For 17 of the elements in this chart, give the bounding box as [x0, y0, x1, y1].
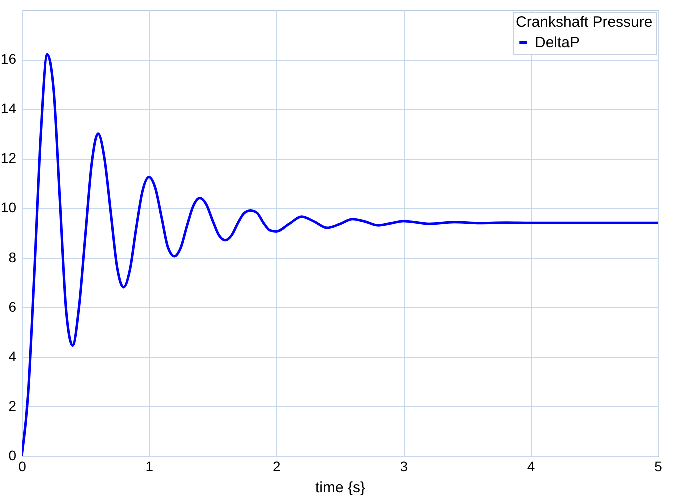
x-tick-label: 0 [18, 458, 27, 474]
x-tick-label: 5 [654, 458, 663, 474]
y-tick-label: 12 [0, 150, 17, 166]
y-tick-label: 10 [0, 200, 17, 216]
y-tick-label: 0 [8, 448, 17, 464]
y-tick-label: 8 [8, 249, 17, 266]
legend-label: DeltaP [535, 34, 580, 52]
legend-title: Crankshaft Pressure [516, 14, 653, 31]
y-tick-label: 2 [8, 398, 17, 414]
x-tick-label: 4 [527, 458, 536, 474]
y-tick-label: 4 [8, 348, 17, 364]
x-tick-label: 3 [400, 458, 408, 474]
x-tick-label: 1 [146, 458, 154, 474]
y-tick-label: 14 [0, 100, 17, 117]
y-tick-label: 16 [0, 51, 17, 68]
x-tick-label: 2 [273, 458, 281, 474]
y-tick-label: 6 [8, 298, 17, 315]
